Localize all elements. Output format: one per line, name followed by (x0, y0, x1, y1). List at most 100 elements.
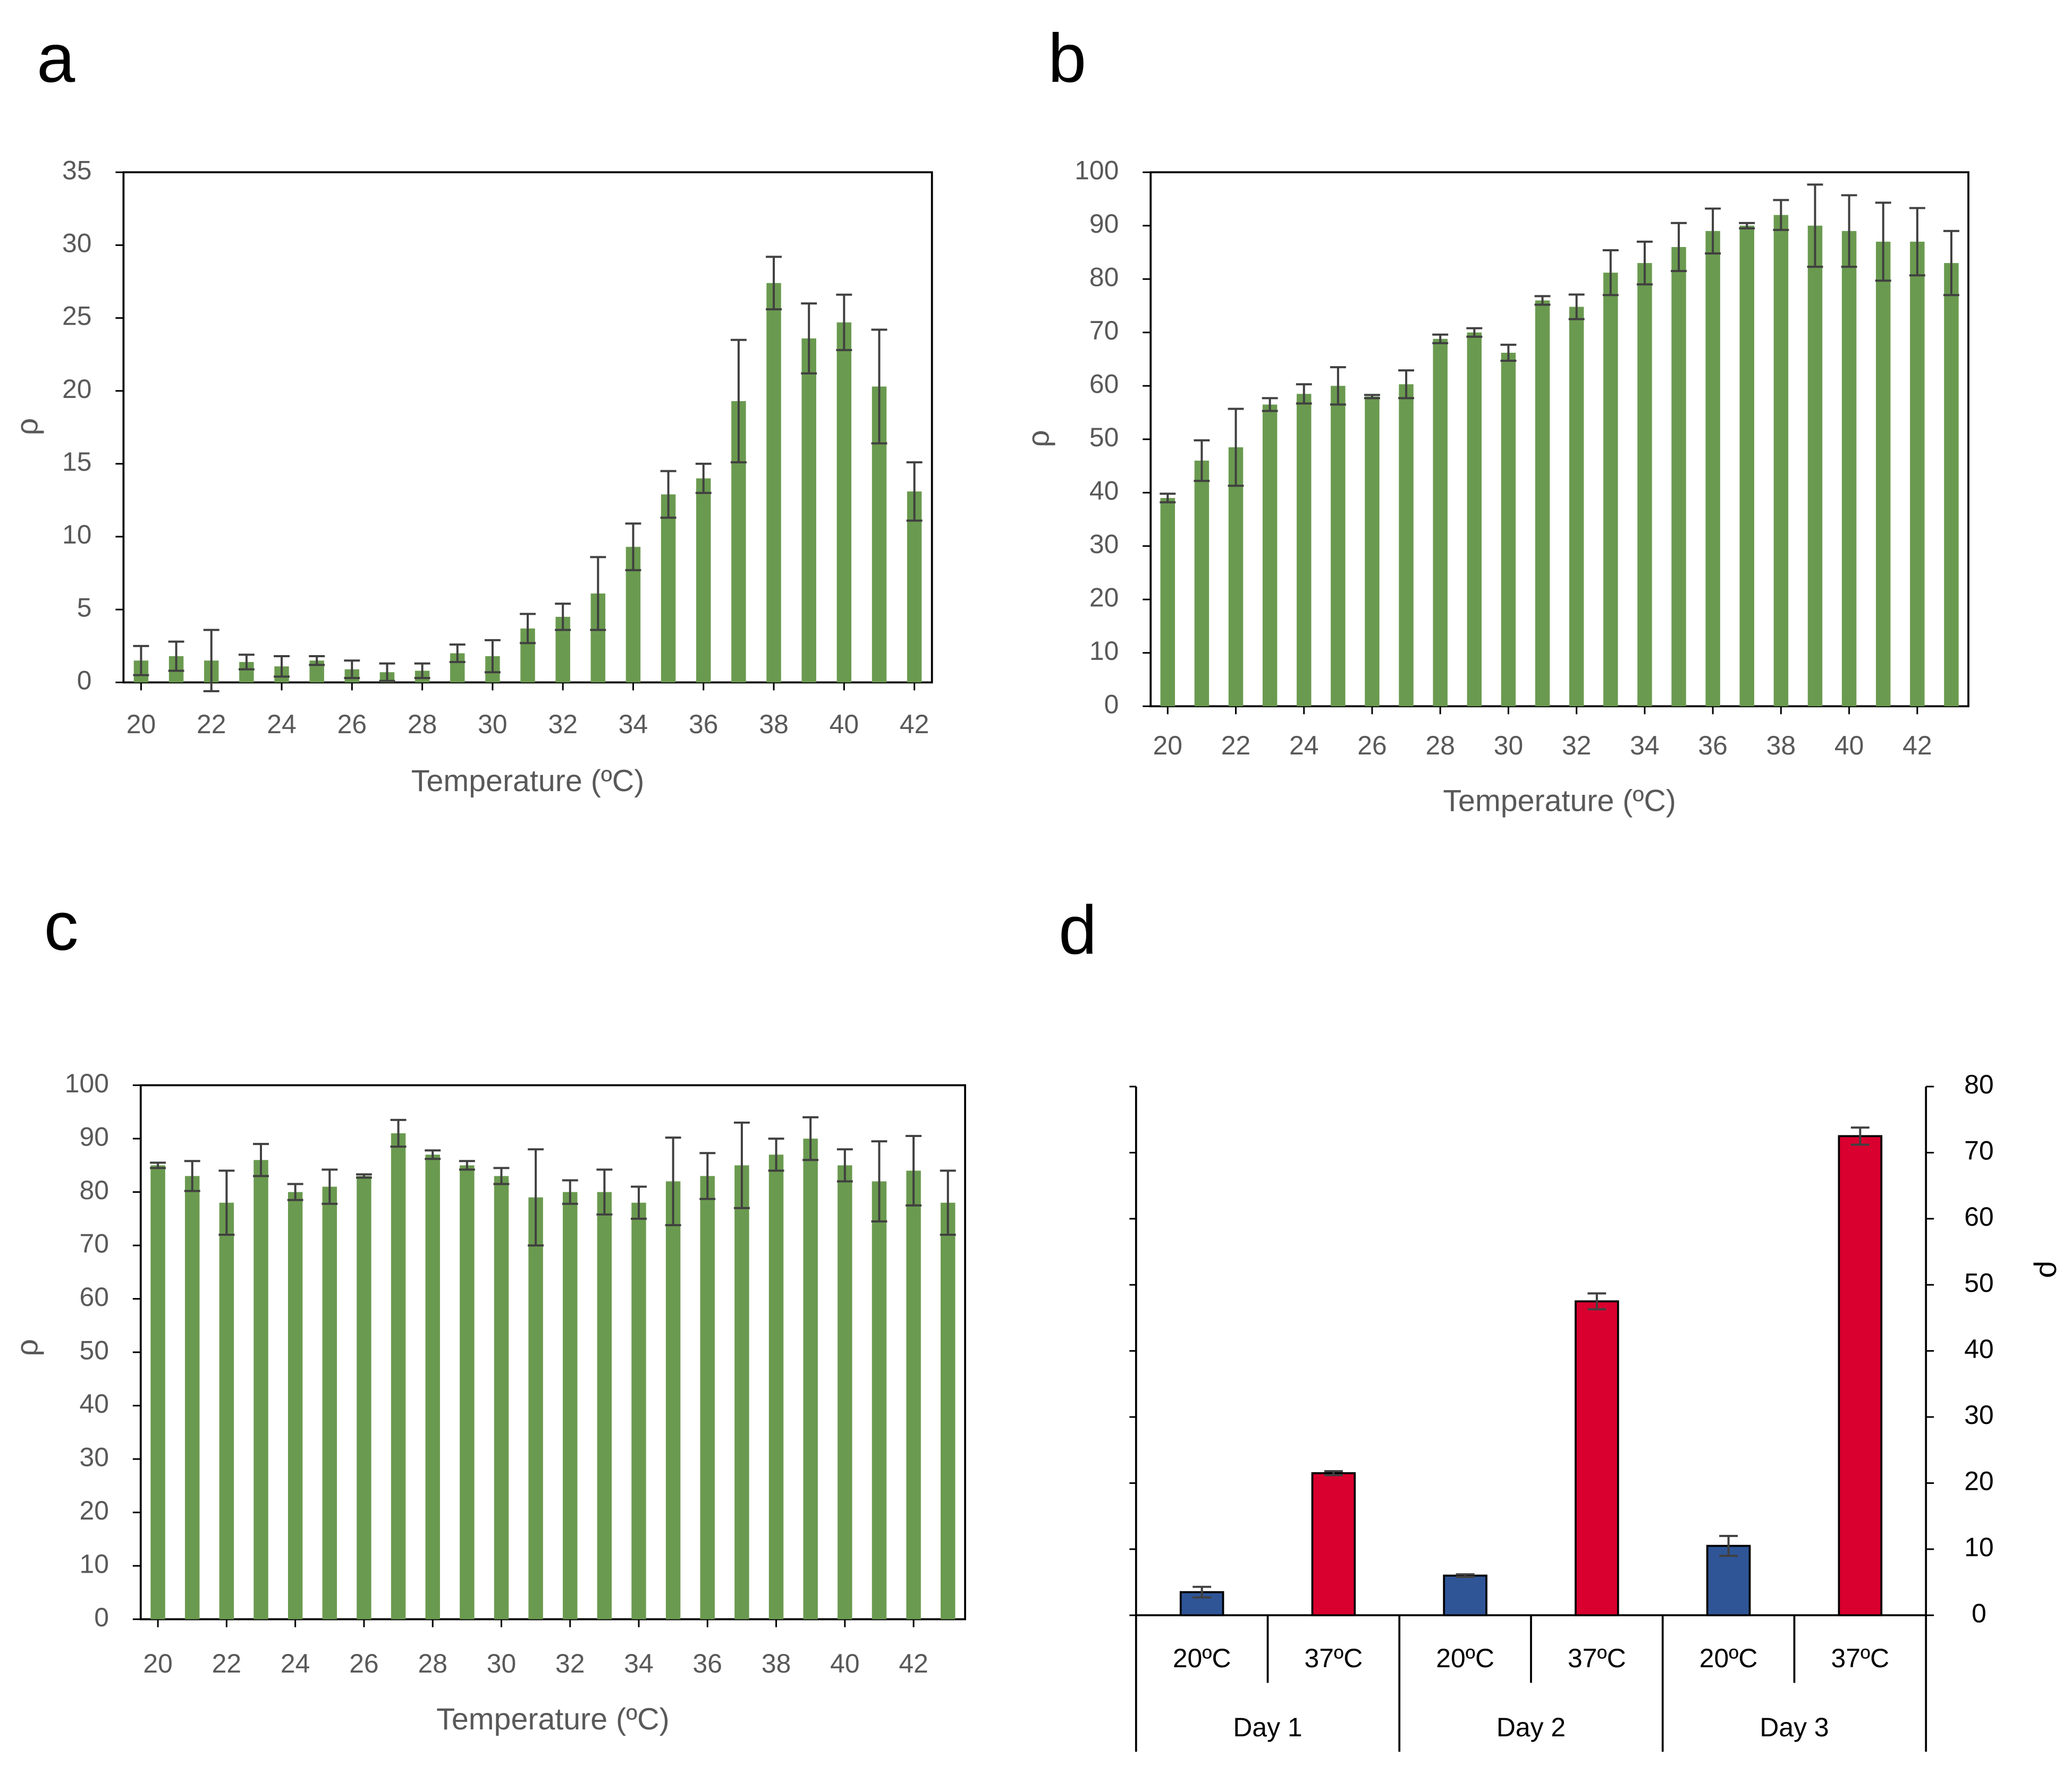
y-tick-label: 10 (79, 1549, 108, 1579)
bar (803, 1139, 818, 1619)
y-tick-label: 60 (79, 1282, 108, 1312)
bar (1365, 396, 1380, 707)
y-axis-label: ρ (2033, 1261, 2067, 1278)
y-tick-label: 70 (1964, 1136, 1993, 1166)
category-label: Day 1 (1233, 1712, 1302, 1742)
x-tick-label: 30 (487, 1649, 516, 1678)
y-tick-label: 10 (1964, 1532, 1993, 1562)
bar (906, 1170, 921, 1619)
bar (1944, 263, 1959, 707)
y-tick-label: 0 (1972, 1598, 1986, 1628)
bar (661, 494, 676, 683)
y-tick-label: 40 (1089, 476, 1119, 505)
bar (528, 1197, 543, 1619)
bar (1194, 460, 1210, 707)
bar (1910, 241, 1925, 707)
bar (494, 1176, 509, 1619)
y-tick-label: 0 (1104, 689, 1119, 719)
x-tick-label: 34 (624, 1649, 653, 1678)
y-tick-label: 50 (79, 1335, 108, 1365)
bar (700, 1176, 715, 1619)
bar (1399, 384, 1414, 707)
bar (1705, 231, 1720, 707)
x-tick-label: 32 (555, 1649, 585, 1678)
x-tick-label: 40 (1834, 731, 1864, 760)
bar (1706, 1545, 1751, 1617)
y-tick-label: 50 (1089, 422, 1119, 452)
y-tick-label: 35 (62, 155, 91, 185)
panel-label: a (37, 20, 75, 97)
y-axis-label: ρ (10, 1339, 44, 1356)
y-tick-label: 30 (1089, 529, 1119, 559)
bar (1433, 338, 1448, 707)
x-tick-label: 32 (548, 709, 577, 739)
bar (1603, 273, 1618, 707)
x-tick-label: 36 (1698, 731, 1727, 760)
y-tick-label: 70 (79, 1228, 108, 1258)
bar (1443, 1574, 1487, 1617)
x-tick-label: 22 (197, 709, 226, 739)
sub-category-label: 37ºC (1568, 1643, 1626, 1673)
y-tick-label: 40 (79, 1389, 108, 1419)
bar (357, 1176, 371, 1619)
x-tick-label: 26 (349, 1649, 378, 1678)
bar (1297, 394, 1312, 707)
bar (253, 1160, 268, 1619)
x-tick-label: 22 (212, 1649, 241, 1678)
bar (219, 1202, 234, 1619)
y-tick-label: 80 (1089, 262, 1119, 292)
category-label: Day 3 (1760, 1712, 1829, 1742)
bar (287, 1192, 303, 1619)
bar (1228, 447, 1244, 707)
x-tick-label: 28 (408, 709, 437, 739)
x-tick-label: 28 (418, 1649, 447, 1678)
y-tick-label: 0 (94, 1602, 109, 1632)
x-tick-label: 40 (830, 709, 859, 739)
x-tick-label: 24 (281, 1649, 310, 1678)
y-tick-label: 50 (1964, 1268, 1993, 1297)
x-tick-label: 22 (1221, 731, 1250, 760)
x-tick-label: 38 (759, 709, 788, 739)
bar (322, 1186, 337, 1619)
bar (1876, 241, 1891, 707)
bar (1179, 1591, 1224, 1617)
bar (1773, 215, 1789, 707)
bar (1807, 225, 1823, 707)
y-tick-label: 25 (62, 301, 91, 331)
bar (907, 491, 922, 683)
x-tick-label: 36 (693, 1649, 722, 1678)
bar (766, 283, 781, 683)
plot-frame (139, 1084, 966, 1620)
x-tick-label: 20 (143, 1649, 172, 1678)
x-axis-label: Temperature (ºC) (436, 1702, 670, 1736)
bar (597, 1192, 612, 1619)
x-tick-label: 20 (1153, 731, 1182, 760)
bar (734, 1165, 749, 1619)
y-tick-label: 80 (1964, 1070, 1993, 1099)
bar (563, 1192, 578, 1619)
bar (1637, 263, 1652, 707)
y-tick-label: 30 (79, 1442, 108, 1472)
y-tick-label: 15 (62, 447, 91, 477)
bar (631, 1202, 646, 1619)
sub-category-label: 37ºC (1831, 1643, 1890, 1673)
x-tick-label: 36 (689, 709, 718, 739)
x-tick-label: 34 (1630, 731, 1659, 760)
panel-label: c (44, 888, 79, 965)
y-tick-label: 10 (1089, 636, 1119, 666)
y-tick-label: 20 (62, 374, 91, 404)
x-axis-label: Temperature (ºC) (411, 764, 645, 798)
x-tick-label: 34 (619, 709, 648, 739)
x-tick-label: 38 (1766, 731, 1796, 760)
y-axis-label: ρ (1021, 430, 1055, 447)
bar (838, 1165, 852, 1619)
y-tick-label: 30 (62, 228, 91, 258)
bar (185, 1176, 200, 1619)
y-tick-label: 90 (1089, 209, 1119, 239)
bar (425, 1155, 440, 1619)
bar (1841, 231, 1857, 707)
bar (801, 338, 816, 683)
y-tick-label: 10 (62, 520, 91, 549)
x-tick-label: 26 (337, 709, 367, 739)
